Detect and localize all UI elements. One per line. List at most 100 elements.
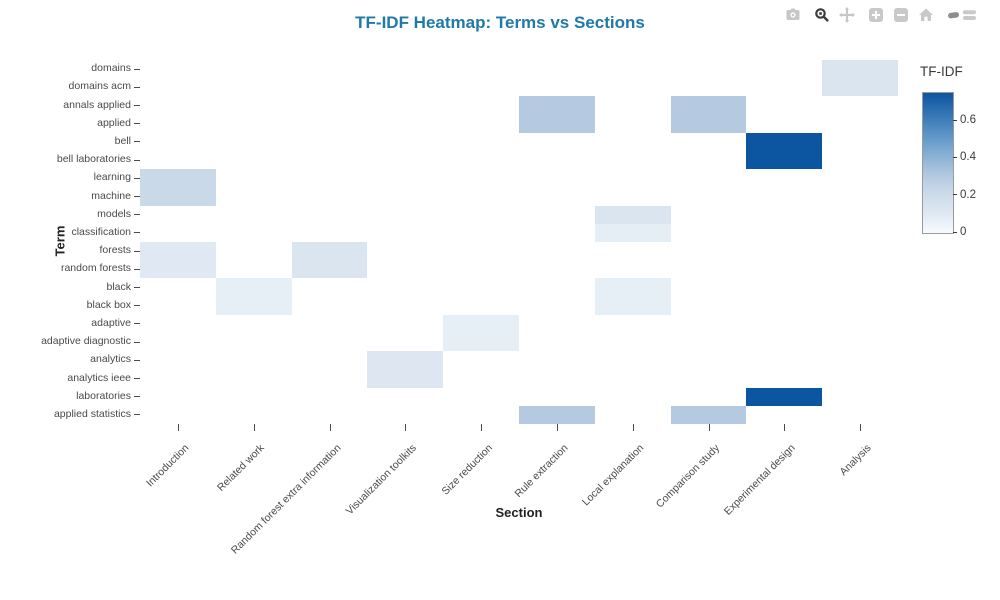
x-axis-title: Section — [495, 505, 543, 520]
colorbar — [922, 92, 954, 234]
heatmap-cell — [594, 278, 671, 297]
y-tick-label: models — [97, 207, 131, 220]
y-tick-mark — [134, 305, 140, 307]
colorbar-title: TF-IDF — [920, 64, 963, 79]
y-tick-label: black box — [86, 298, 131, 311]
y-tick-mark — [134, 359, 140, 361]
heatmap-cell — [594, 223, 671, 242]
y-tick-label: random forests — [60, 262, 131, 275]
heatmap-cell — [746, 387, 823, 406]
heatmap-cell — [215, 278, 292, 297]
plotly-modebar — [784, 6, 988, 24]
x-tick-mark — [405, 424, 407, 431]
y-tick-mark — [134, 141, 140, 143]
colorbar-tick-label: 0.6 — [960, 114, 976, 126]
x-tick-label: Rule extraction — [512, 442, 571, 501]
y-tick-mark — [134, 268, 140, 270]
heatmap-cell — [140, 169, 216, 188]
x-tick-mark — [708, 424, 710, 431]
colorbar-tick-mark — [953, 119, 957, 121]
y-tick-label: learning — [93, 171, 131, 184]
zoom-out-icon[interactable] — [892, 6, 910, 24]
y-axis-title: Term — [52, 225, 68, 257]
x-tick-mark — [253, 424, 255, 431]
x-tick-label: Introduction — [144, 442, 192, 490]
x-tick-mark — [556, 424, 558, 431]
y-tick-label: bell — [114, 134, 131, 147]
colorbar-tick-mark — [953, 156, 957, 158]
heatmap-cell — [367, 369, 444, 388]
y-tick-label: domains acm — [68, 80, 131, 93]
heatmap-cell — [822, 60, 898, 79]
heatmap-cell — [670, 96, 747, 115]
y-tick-mark — [134, 250, 140, 252]
y-tick-mark — [134, 123, 140, 125]
y-tick-label: adaptive — [91, 316, 131, 329]
x-tick-mark — [784, 424, 786, 431]
heatmap-cell — [443, 314, 519, 333]
y-tick-label: applied statistics — [53, 407, 131, 420]
y-tick-label: bell laboratories — [56, 153, 131, 166]
heatmap-cell — [443, 333, 519, 352]
y-tick-mark — [134, 214, 140, 216]
y-tick-label: black — [106, 280, 131, 293]
plotly-logo-icon[interactable] — [946, 6, 988, 24]
heatmap-cell — [140, 260, 216, 279]
heatmap-cell — [140, 187, 216, 206]
heatmap-cell — [594, 296, 671, 315]
colorbar-tick-mark — [953, 231, 957, 233]
heatmap-cell — [746, 151, 823, 170]
plot-area[interactable] — [140, 60, 898, 424]
x-tick-mark — [481, 424, 483, 431]
zoom-icon[interactable] — [813, 6, 831, 24]
y-tick-label: analytics — [90, 353, 131, 366]
y-tick-mark — [134, 105, 140, 106]
y-tick-mark — [134, 287, 140, 288]
y-tick-mark — [134, 86, 140, 88]
y-tick-label: domains — [91, 62, 131, 75]
y-tick-mark — [134, 177, 140, 179]
y-tick-mark — [134, 196, 140, 197]
chart-title: TF-IDF Heatmap: Terms vs Sections — [355, 13, 645, 32]
y-tick-mark — [134, 68, 140, 70]
heatmap-cell — [594, 205, 671, 224]
heatmap-cell — [746, 132, 823, 151]
pan-icon[interactable] — [838, 6, 856, 24]
colorbar-tick-mark — [953, 194, 957, 196]
y-tick-mark — [134, 396, 140, 398]
y-tick-label: machine — [91, 189, 131, 202]
x-tick-mark — [860, 424, 862, 431]
x-tick-mark — [632, 424, 634, 431]
heatmap-cell — [367, 351, 444, 370]
heatmap-cell — [291, 260, 368, 279]
zoom-in-icon[interactable] — [867, 6, 885, 24]
camera-icon[interactable] — [784, 6, 802, 24]
x-tick-label: Analysis — [837, 442, 874, 479]
y-tick-label: laboratories — [76, 389, 131, 402]
y-tick-label: forests — [99, 244, 131, 257]
y-tick-mark — [134, 323, 140, 325]
y-tick-label: annals applied — [63, 98, 131, 111]
colorbar-tick-label: 0.4 — [960, 151, 976, 164]
heatmap-cell — [519, 96, 595, 115]
heatmap-cell — [291, 242, 368, 261]
heatmap-cell — [822, 78, 898, 97]
heatmap-cell — [519, 405, 595, 424]
y-tick-mark — [134, 378, 140, 379]
home-icon[interactable] — [917, 6, 935, 24]
heatmap-cell — [670, 405, 747, 424]
x-tick-mark — [177, 424, 179, 431]
heatmap-cell — [519, 114, 595, 133]
x-tick-label: Size reduction — [439, 442, 495, 498]
heatmap-cell — [215, 296, 292, 315]
y-tick-label: classification — [71, 225, 131, 238]
y-tick-mark — [134, 232, 140, 234]
y-tick-label: adaptive diagnostic — [41, 335, 131, 348]
x-tick-label: Related work — [215, 442, 268, 494]
y-tick-label: analytics ieee — [67, 371, 131, 384]
y-tick-label: applied — [97, 116, 131, 129]
y-tick-mark — [134, 341, 140, 343]
y-tick-mark — [134, 159, 140, 161]
x-tick-label: Local explanation — [579, 442, 647, 509]
